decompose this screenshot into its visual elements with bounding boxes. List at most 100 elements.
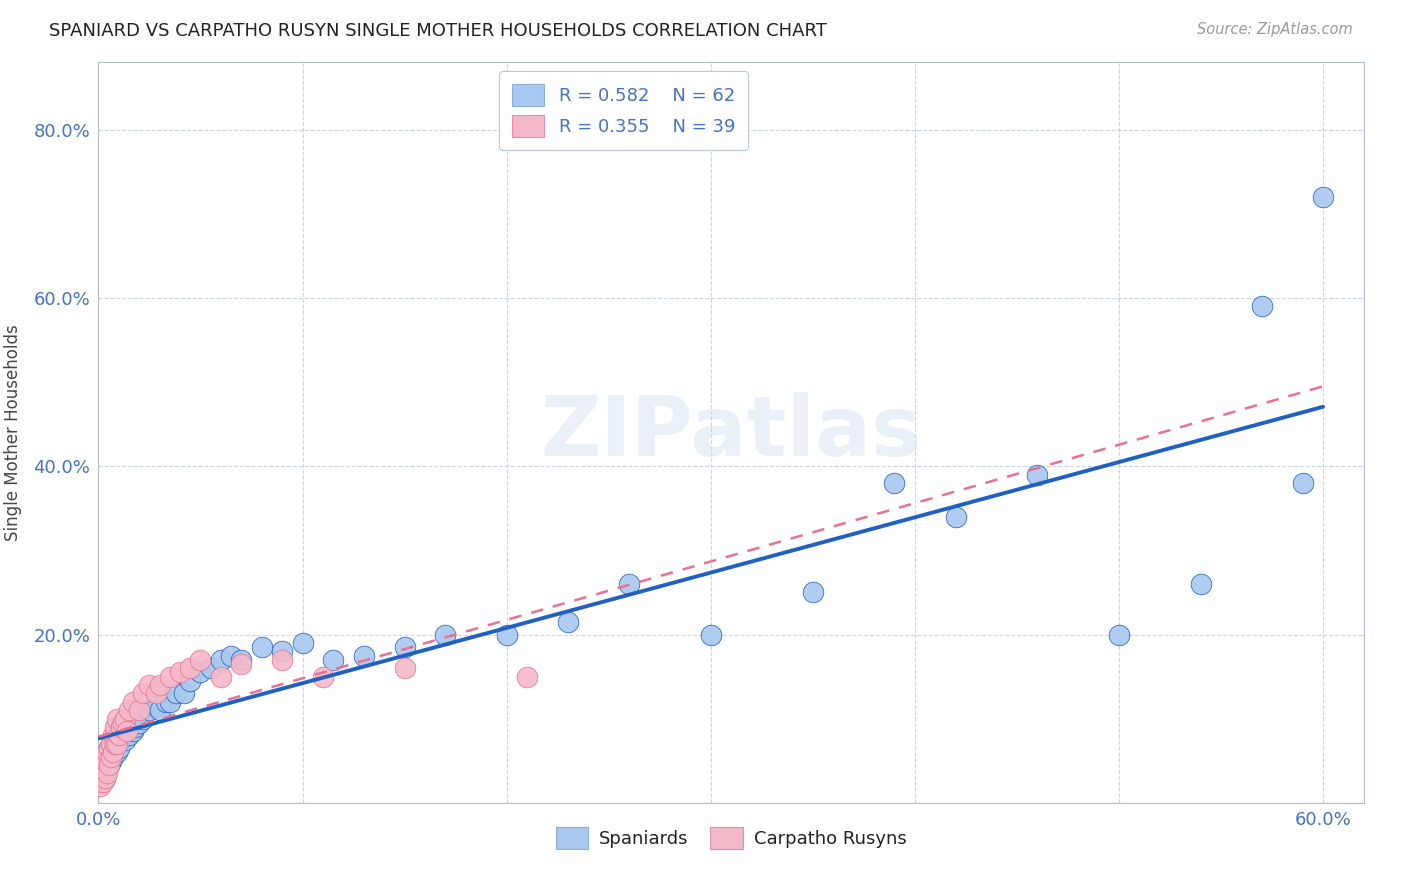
Point [115, 724, 138, 739]
Point [883, 476, 905, 491]
Point [100, 749, 122, 764]
Point [1108, 627, 1130, 641]
Point [108, 741, 131, 756]
Point [1026, 467, 1049, 482]
Point [495, 627, 517, 641]
Point [159, 670, 181, 684]
Point [101, 729, 124, 743]
Point [111, 724, 134, 739]
Point [138, 678, 160, 692]
Point [97, 758, 120, 772]
Point [394, 640, 416, 655]
Point [108, 729, 131, 743]
Point [617, 577, 640, 591]
Point [93, 771, 115, 785]
Point [149, 703, 172, 717]
Point [100, 737, 122, 751]
Point [111, 715, 134, 730]
Point [149, 678, 172, 692]
Point [557, 615, 579, 629]
Point [97, 741, 120, 756]
Point [97, 741, 120, 756]
Point [291, 636, 314, 650]
Point [96, 766, 118, 780]
Point [138, 703, 160, 717]
Point [104, 720, 127, 734]
Point [132, 686, 155, 700]
Point [110, 720, 132, 734]
Point [91, 762, 114, 776]
Point [104, 737, 127, 751]
Point [101, 732, 124, 747]
Point [93, 754, 115, 768]
Point [312, 670, 335, 684]
Point [200, 661, 222, 675]
Point [100, 754, 122, 768]
Point [100, 737, 122, 751]
Point [231, 657, 253, 671]
Point [114, 732, 136, 747]
Point [96, 745, 118, 759]
Point [250, 640, 273, 655]
Point [699, 627, 721, 641]
Point [190, 665, 212, 680]
Point [190, 653, 212, 667]
Point [128, 715, 150, 730]
Point [104, 745, 127, 759]
Point [271, 644, 294, 658]
Point [120, 715, 142, 730]
Point [110, 732, 132, 747]
Point [209, 653, 232, 667]
Legend: Spaniards, Carpatho Rusyns: Spaniards, Carpatho Rusyns [548, 821, 914, 856]
Point [1312, 190, 1334, 204]
Point [89, 774, 111, 789]
Point [1291, 476, 1313, 491]
Y-axis label: Single Mother Households: Single Mother Households [4, 325, 22, 541]
Point [1250, 300, 1272, 314]
Point [115, 720, 138, 734]
Point [173, 686, 195, 700]
Point [394, 661, 416, 675]
Point [114, 712, 136, 726]
Text: SPANIARD VS CARPATHO RUSYN SINGLE MOTHER HOUSEHOLDS CORRELATION CHART: SPANIARD VS CARPATHO RUSYN SINGLE MOTHER… [49, 22, 827, 40]
Point [179, 661, 201, 675]
Point [945, 509, 967, 524]
Point [96, 762, 118, 776]
Point [105, 737, 128, 751]
Point [101, 749, 124, 764]
Point [118, 729, 141, 743]
Point [353, 648, 375, 663]
Point [101, 745, 124, 759]
Point [159, 695, 181, 709]
Text: Source: ZipAtlas.com: Source: ZipAtlas.com [1197, 22, 1353, 37]
Point [93, 771, 115, 785]
Point [122, 724, 145, 739]
Point [219, 648, 242, 663]
Point [801, 585, 824, 599]
Point [93, 754, 115, 768]
Point [271, 653, 294, 667]
Point [91, 774, 114, 789]
Point [118, 703, 141, 717]
Point [104, 729, 127, 743]
Point [91, 762, 114, 776]
Point [128, 703, 150, 717]
Point [124, 720, 146, 734]
Point [108, 729, 131, 743]
Point [97, 758, 120, 772]
Point [165, 686, 187, 700]
Point [132, 712, 155, 726]
Point [96, 745, 118, 759]
Point [145, 686, 167, 700]
Point [155, 695, 177, 709]
Point [231, 653, 253, 667]
Point [89, 779, 111, 793]
Point [122, 695, 145, 709]
Point [105, 745, 128, 759]
Point [91, 771, 114, 785]
Point [434, 627, 457, 641]
Point [322, 653, 344, 667]
Point [169, 665, 191, 680]
Point [145, 699, 167, 714]
Point [1189, 577, 1212, 591]
